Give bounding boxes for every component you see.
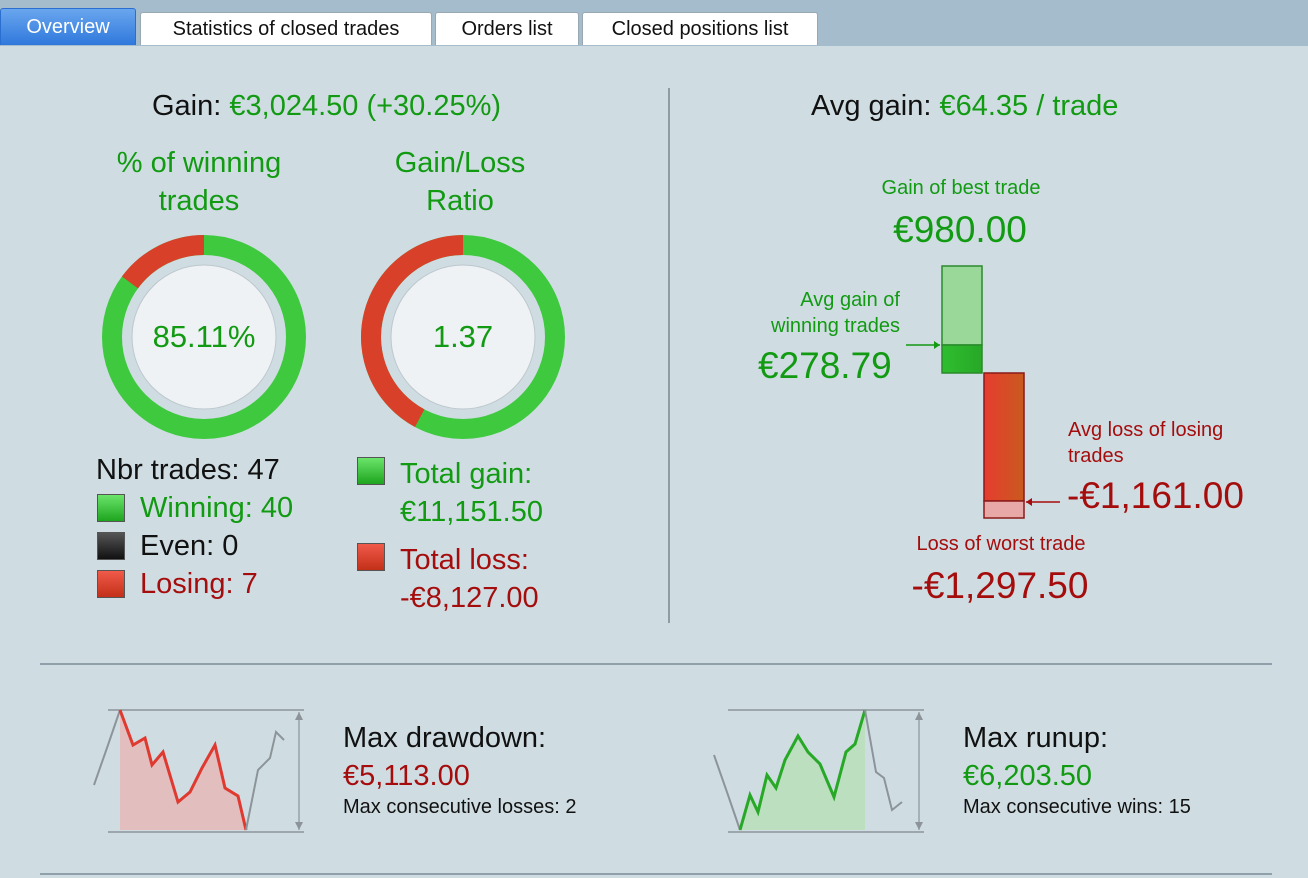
- best-trade-range-bar: [941, 265, 983, 346]
- runup-curve: [738, 709, 867, 831]
- total-loss-value: -€8,127.00: [400, 582, 539, 614]
- runup-curve-before: [713, 754, 741, 831]
- avg-win-arrow-head: [934, 341, 940, 349]
- win-pct-value: 85.11%: [152, 319, 256, 354]
- tab-orders-list[interactable]: Orders list: [435, 12, 579, 45]
- total-gain-legend-swatch: [357, 457, 385, 485]
- avg-win-bar: [941, 344, 983, 374]
- drawdown-area: [120, 710, 246, 830]
- horizontal-divider-top: [40, 663, 1272, 665]
- drawdown-curve-before: [93, 709, 121, 786]
- horizontal-divider-bottom: [40, 873, 1272, 875]
- avg-win-value: €278.79: [758, 345, 892, 386]
- winning-count: Winning: 40: [140, 492, 294, 524]
- worst-trade-range-bar: [983, 500, 1025, 519]
- worst-trade-label: Loss of worst trade: [916, 533, 1086, 555]
- losing-count: Losing: 7: [140, 568, 258, 600]
- losing-legend-swatch: [97, 570, 125, 598]
- worst-trade-value: -€1,297.50: [911, 565, 1089, 606]
- vertical-divider: [668, 88, 670, 623]
- avg-win-label: Avg gain of winning trades: [771, 289, 900, 337]
- runup-title: Max runup:: [963, 722, 1109, 754]
- donut-center: [390, 264, 536, 410]
- drawdown-curve: [118, 709, 248, 831]
- gain-label: Gain:: [152, 90, 222, 122]
- avg-gain-label: Avg gain:: [811, 90, 932, 122]
- total-loss-legend-swatch: [357, 543, 385, 571]
- even-count: Even: 0: [140, 530, 239, 562]
- runup-value: €6,203.50: [963, 760, 1093, 792]
- best-trade-label: Gain of best trade: [881, 177, 1041, 199]
- tab-statistics-closed-trades[interactable]: Statistics of closed trades: [140, 12, 432, 45]
- avg-loss-value: -€1,161.00: [1067, 475, 1244, 516]
- total-gain-value: €11,151.50: [400, 496, 543, 528]
- drawdown-curve-after: [245, 730, 285, 831]
- gain-summary: Gain: €3,024.50 (+30.25%): [152, 90, 501, 123]
- trade-range-chart: [906, 265, 1060, 519]
- win-pct-title: % of winning trades: [116, 147, 282, 217]
- ratio-value: 1.37: [432, 319, 494, 354]
- tab-overview[interactable]: Overview: [0, 8, 136, 45]
- avg-loss-label: Avg loss of losing trades: [1068, 419, 1224, 467]
- max-runup-chart: [713, 709, 924, 833]
- total-loss: Total loss: -€8,127.00: [400, 541, 539, 617]
- gain-value: €3,024.50 (+30.25%): [229, 90, 502, 122]
- avg-loss-arrow-head: [1026, 498, 1032, 506]
- total-gain: Total gain: €11,151.50: [400, 455, 543, 531]
- best-trade-value: €980.00: [893, 209, 1027, 250]
- drawdown-value: €5,113.00: [343, 760, 470, 792]
- runup-arrow-head-up: [915, 712, 923, 720]
- max-drawdown-chart: [93, 709, 304, 833]
- gain-loss-ratio-donut: [361, 235, 565, 439]
- overview-panel: [0, 46, 1308, 878]
- runup-max-consecutive-wins: Max consecutive wins: 15: [963, 796, 1191, 818]
- runup-curve-after: [864, 709, 903, 812]
- drawdown-title: Max drawdown:: [343, 722, 547, 754]
- winning-legend-swatch: [97, 494, 125, 522]
- runup-arrow-head-down: [915, 822, 923, 830]
- avg-gain-summary: Avg gain: €64.35 / trade: [811, 90, 1118, 123]
- ratio-title: Gain/Loss Ratio: [394, 147, 526, 217]
- win-pct-donut: [102, 235, 306, 439]
- total-gain-label: Total gain:: [400, 458, 533, 490]
- donut-loss-arc: [361, 235, 464, 427]
- avg-gain-value: €64.35 / trade: [939, 90, 1119, 122]
- drawdown-arrow-head-down: [295, 822, 303, 830]
- total-loss-label: Total loss:: [400, 544, 529, 576]
- even-legend-swatch: [97, 532, 125, 560]
- donut-center: [131, 264, 277, 410]
- tab-closed-positions-list[interactable]: Closed positions list: [582, 12, 818, 45]
- avg-loss-bar: [983, 372, 1025, 502]
- drawdown-arrow-head-up: [295, 712, 303, 720]
- donut-loss-arc: [121, 235, 205, 289]
- drawdown-max-consecutive-losses: Max consecutive losses: 2: [343, 796, 577, 818]
- tab-bar: Overview Statistics of closed trades Ord…: [0, 0, 1308, 46]
- nbr-trades: Nbr trades: 47: [96, 454, 280, 486]
